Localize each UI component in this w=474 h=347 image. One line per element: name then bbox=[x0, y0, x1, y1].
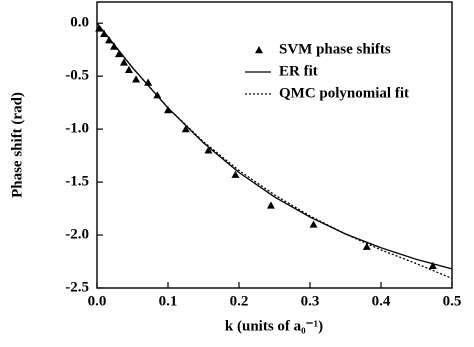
x-tick-label: 0.3 bbox=[301, 293, 320, 309]
data-point bbox=[428, 261, 437, 269]
data-point bbox=[95, 24, 104, 32]
y-tick-label: -0.5 bbox=[65, 68, 89, 84]
data-point bbox=[115, 49, 124, 58]
y-tick-label: -2.0 bbox=[65, 226, 89, 242]
plot-frame bbox=[96, 1, 453, 289]
data-point bbox=[164, 106, 172, 114]
data-point bbox=[124, 65, 133, 73]
legend-label: ER fit bbox=[279, 63, 318, 79]
legend-marker bbox=[255, 46, 263, 54]
x-tick-label: 0.0 bbox=[88, 293, 107, 309]
legend-label: QMC polynomial fit bbox=[279, 85, 409, 101]
data-point bbox=[204, 146, 213, 154]
data-point bbox=[309, 220, 318, 228]
y-tick-label: -1.5 bbox=[65, 174, 89, 190]
x-tick-label: 0.2 bbox=[230, 293, 249, 309]
data-line bbox=[96, 22, 453, 270]
y-axis-label: Phase shift (rad) bbox=[9, 92, 25, 198]
data-point bbox=[132, 75, 141, 83]
data-point bbox=[362, 242, 371, 250]
data-point bbox=[231, 170, 240, 178]
y-tick-label: -2.5 bbox=[65, 279, 89, 295]
data-point bbox=[181, 125, 190, 133]
x-axis-label: k (units of a₀⁻¹) bbox=[225, 318, 323, 334]
x-tick-label: 0.5 bbox=[443, 293, 462, 309]
data-point bbox=[266, 201, 275, 209]
legend-label: SVM phase shifts bbox=[279, 41, 391, 57]
x-tick-label: 0.4 bbox=[372, 293, 391, 309]
y-tick-label: -1.0 bbox=[65, 121, 89, 137]
data-point bbox=[119, 58, 128, 66]
x-tick-label: 0.1 bbox=[159, 293, 178, 309]
data-point bbox=[153, 91, 162, 99]
data-line bbox=[96, 22, 453, 280]
y-tick-label: 0.0 bbox=[70, 15, 89, 31]
